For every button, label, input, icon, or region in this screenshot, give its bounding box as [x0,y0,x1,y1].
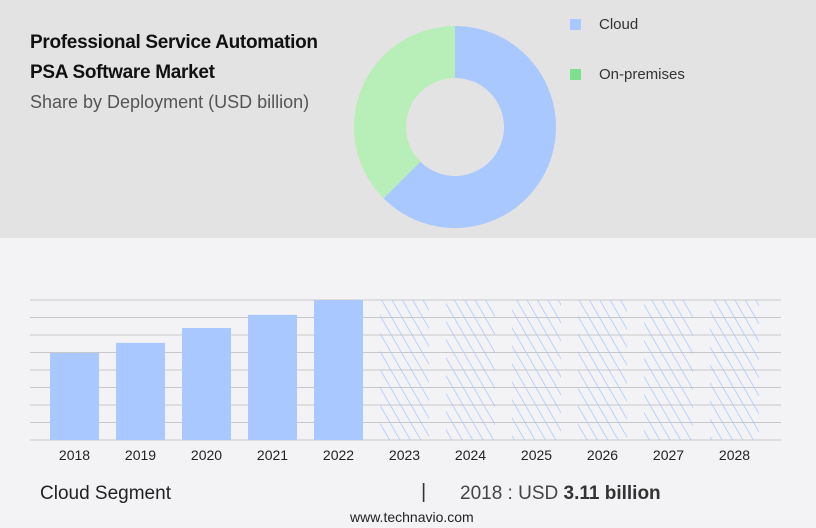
chart-title-line1: Professional Service Automation [30,32,318,53]
x-tick-label: 2021 [257,447,288,463]
bar-2025 [512,300,561,440]
chart-subtitle: Share by Deployment (USD billion) [30,92,310,112]
x-tick-label: 2019 [125,447,156,463]
bar-2021 [248,314,297,440]
bar-2027 [644,300,693,440]
donut-slice-on-premises [353,26,455,199]
x-tick-label: 2020 [191,447,222,463]
legend-label: Cloud [599,16,639,33]
bar-2019 [116,342,165,440]
donut-slice-cloud [383,26,556,228]
segment-label: Cloud Segment [40,483,171,504]
chart-title-line2: PSA Software Market [30,62,215,83]
legend-swatch [570,69,581,80]
bar-2018 [50,352,99,440]
bar-2022 [314,300,363,440]
bar-2026 [578,300,627,440]
x-tick-label: 2022 [323,447,354,463]
x-tick-label: 2027 [653,447,684,463]
legend-item-cloud: Cloud [570,16,638,33]
x-tick-label: 2028 [719,447,750,463]
x-tick-label: 2026 [587,447,618,463]
value-text: 3.11 billion [563,483,661,504]
legend-item-on-premises: On-premises [570,66,685,83]
separator: | [421,481,427,503]
bar-2024 [446,300,495,440]
legend-swatch [570,19,581,30]
bar-2020 [182,328,231,440]
legend-label: On-premises [599,66,685,83]
x-tick-label: 2025 [521,447,552,463]
bar-2023 [380,300,429,440]
year-label: 2018 : USD [460,483,559,504]
bar-2028 [710,300,759,440]
source-url: www.technavio.com [350,509,474,525]
x-tick-label: 2018 [59,447,90,463]
segment-value: 2018 : USD 3.11 billion [460,483,661,505]
x-tick-label: 2023 [389,447,420,463]
x-tick-label: 2024 [455,447,486,463]
